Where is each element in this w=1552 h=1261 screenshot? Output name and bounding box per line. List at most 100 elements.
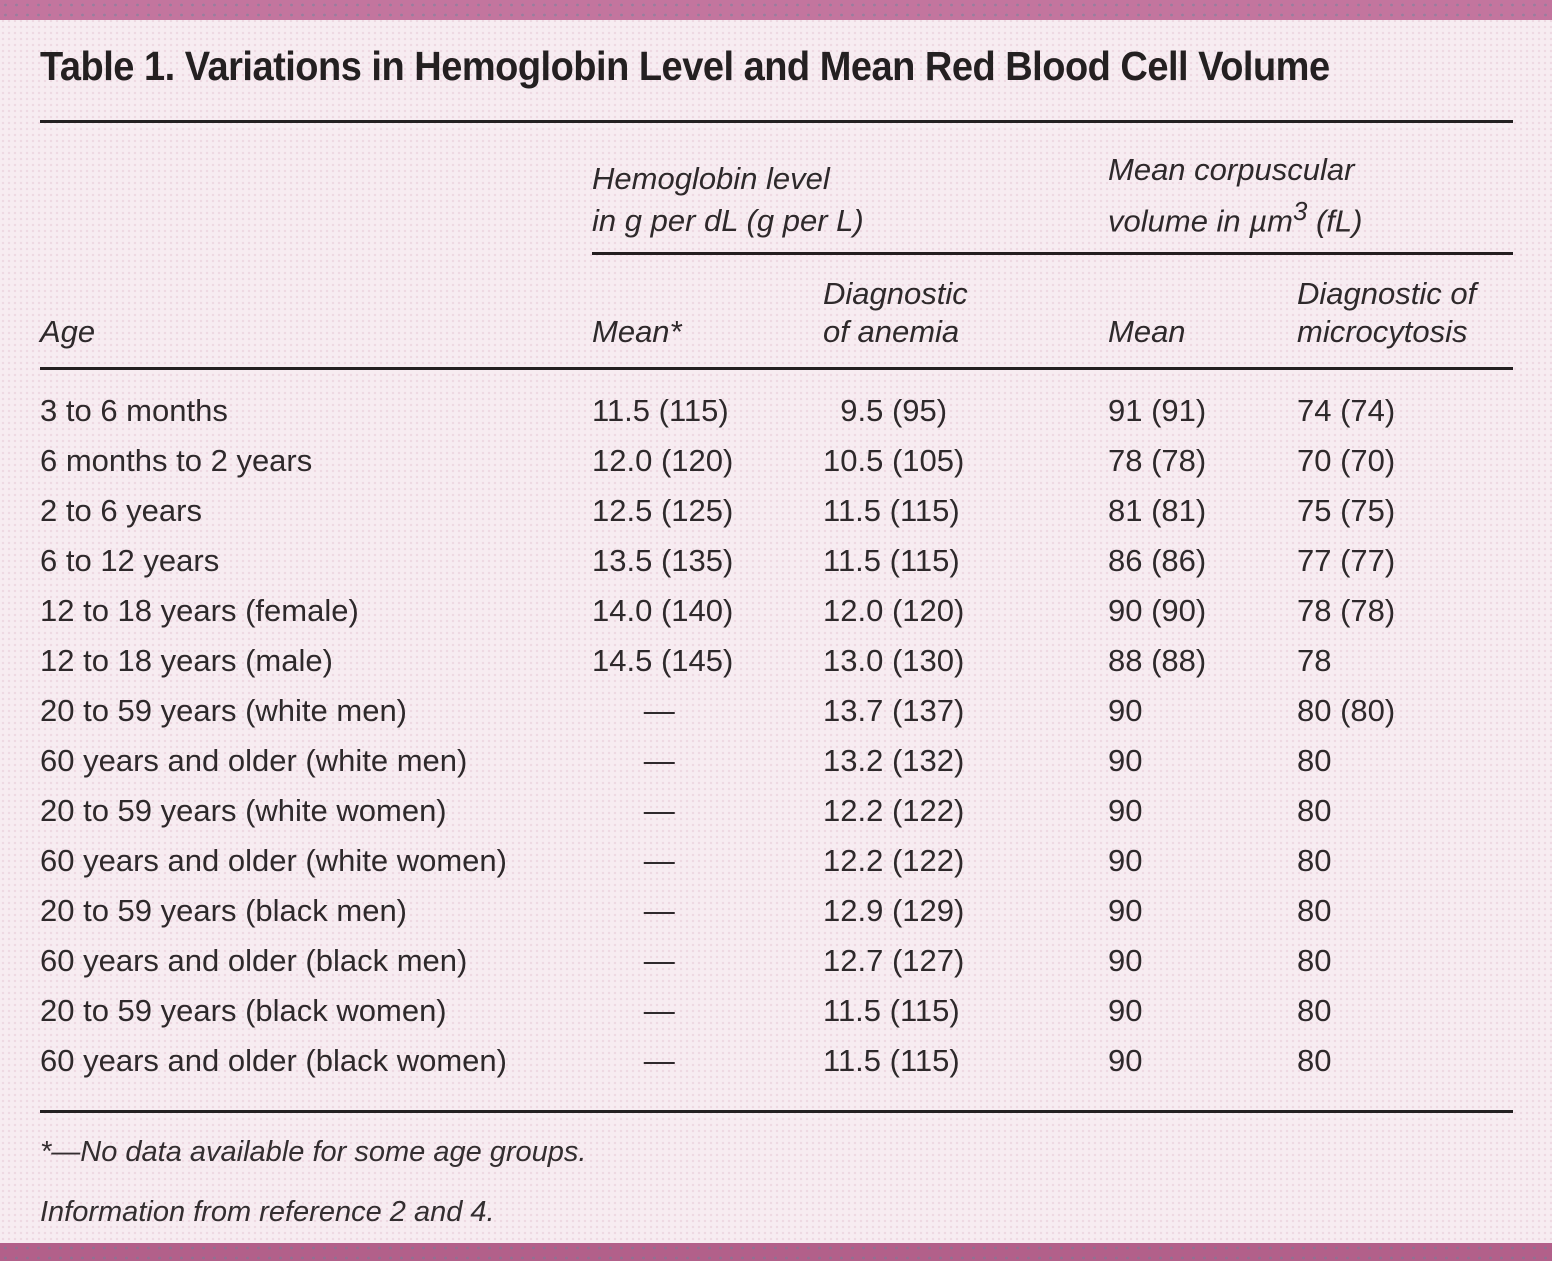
mcv-mean-cell: 81 (81) <box>1108 493 1207 529</box>
mcv-mean-cell: 90 <box>1108 1043 1143 1079</box>
superscript-3: 3 <box>1292 198 1308 226</box>
hb-mean-cell: 12.5 (125) <box>592 493 734 529</box>
mcv-mean-cell: 90 <box>1108 843 1143 879</box>
hb-mean-cell: 14.5 (145) <box>592 643 734 679</box>
column-header-hb-diagnostic-line2: of anemia <box>823 314 960 350</box>
mcv-mean-cell: 90 <box>1108 893 1143 929</box>
mcv-diagnostic-cell: 75 (75) <box>1297 493 1396 529</box>
age-cell: 60 years and older (white women) <box>40 843 507 879</box>
table-row: 60 years and older (white men) — 13.2 (1… <box>40 736 1513 786</box>
hb-mean-cell: — <box>592 843 675 879</box>
column-header-mcv-diagnostic-line1: Diagnostic of <box>1297 276 1477 312</box>
footnote-no-data: *—No data available for some age groups. <box>40 1136 587 1169</box>
table-row: 20 to 59 years (white women) — 12.2 (122… <box>40 786 1513 836</box>
hb-mean-cell: — <box>592 893 675 929</box>
hb-diagnostic-cell: 10.5 (105) <box>823 443 965 479</box>
column-header-hb-diagnostic-line1: Diagnostic <box>823 276 968 312</box>
mcv-diagnostic-cell: 80 <box>1297 843 1332 879</box>
group-header-mcv-line1: Mean corpuscular <box>1108 152 1355 187</box>
hb-mean-cell: — <box>592 993 675 1029</box>
age-cell: 60 years and older (black men) <box>40 943 468 979</box>
column-header-mcv-diagnostic: Diagnostic of microcytosis <box>1297 253 1514 371</box>
mcv-mean-cell: 90 <box>1108 793 1143 829</box>
table-row: 20 to 59 years (white men) — 13.7 (137) … <box>40 686 1513 736</box>
age-cell: 2 to 6 years <box>40 493 202 529</box>
hb-diagnostic-cell: 13.0 (130) <box>823 643 965 679</box>
mcv-diagnostic-cell: 80 (80) <box>1297 693 1396 729</box>
age-cell: 3 to 6 months <box>40 393 228 429</box>
table-row: 60 years and older (black men) — 12.7 (1… <box>40 936 1513 986</box>
table-row: 20 to 59 years (black women) — 11.5 (115… <box>40 986 1513 1036</box>
mcv-diagnostic-cell: 70 (70) <box>1297 443 1396 479</box>
mcv-mean-cell: 90 (90) <box>1108 593 1207 629</box>
table-row: 12 to 18 years (female) 14.0 (140) 12.0 … <box>40 586 1513 636</box>
age-cell: 6 months to 2 years <box>40 443 313 479</box>
mcv-diagnostic-cell: 74 (74) <box>1297 393 1396 429</box>
hb-diagnostic-cell: 11.5 (115) <box>823 493 960 529</box>
table-body: 3 to 6 months 11.5 (115) 9.5 (95) 91 (91… <box>40 369 1513 1112</box>
column-header-hb-diagnostic: Diagnostic of anemia <box>823 253 1108 371</box>
hb-mean-cell: 13.5 (135) <box>592 543 734 579</box>
mcv-diagnostic-cell: 80 <box>1297 993 1332 1029</box>
footnote-reference: Information from reference 2 and 4. <box>40 1196 495 1229</box>
mcv-diagnostic-cell: 80 <box>1297 793 1332 829</box>
group-header-mcv-line2-post: (fL) <box>1307 203 1363 239</box>
hb-diagnostic-cell: 12.2 (122) <box>823 843 965 879</box>
hb-diagnostic-cell: 12.2 (122) <box>823 793 965 829</box>
age-cell: 20 to 59 years (white men) <box>40 693 408 729</box>
table-row: 60 years and older (black women) — 11.5 … <box>40 1036 1513 1112</box>
table-row: 3 to 6 months 11.5 (115) 9.5 (95) 91 (91… <box>40 369 1513 437</box>
mcv-diagnostic-cell: 78 (78) <box>1297 593 1396 629</box>
column-header-hb-mean: Mean* <box>592 253 823 371</box>
hb-mean-cell: — <box>592 1043 675 1079</box>
mcv-diagnostic-cell: 80 <box>1297 743 1332 779</box>
mcv-diagnostic-cell: 80 <box>1297 893 1332 929</box>
table-content: Table 1. Variations in Hemoglobin Level … <box>40 0 1514 1229</box>
hb-diagnostic-cell: 11.5 (115) <box>823 1043 960 1079</box>
age-cell: 12 to 18 years (male) <box>40 643 333 679</box>
hb-mean-cell: — <box>592 793 675 829</box>
age-cell: 20 to 59 years (black women) <box>40 993 447 1029</box>
hb-diagnostic-cell: 13.2 (132) <box>823 743 965 779</box>
hb-mean-cell: — <box>592 743 675 779</box>
table-title: Table 1. Variations in Hemoglobin Level … <box>40 44 1330 90</box>
table-row: 20 to 59 years (black men) — 12.9 (129) … <box>40 886 1513 936</box>
mcv-mean-cell: 90 <box>1108 743 1143 779</box>
age-cell: 12 to 18 years (female) <box>40 593 359 629</box>
table-row: 6 to 12 years 13.5 (135) 11.5 (115) 86 (… <box>40 536 1513 586</box>
column-header-mcv-diagnostic-line2: microcytosis <box>1297 314 1468 350</box>
table-row: 12 to 18 years (male) 14.5 (145) 13.0 (1… <box>40 636 1513 686</box>
age-cell: 20 to 59 years (black men) <box>40 893 408 929</box>
group-header-spacer <box>40 122 592 254</box>
group-header-hemoglobin: Hemoglobin level in g per dL (g per L) <box>592 121 1108 256</box>
hb-diagnostic-cell: 12.7 (127) <box>823 943 965 979</box>
mcv-diagnostic-cell: 78 <box>1297 643 1332 679</box>
bottom-accent-bar <box>0 1243 1552 1261</box>
mcv-diagnostic-cell: 77 (77) <box>1297 543 1396 579</box>
table-row: 6 months to 2 years 12.0 (120) 10.5 (105… <box>40 436 1513 486</box>
mcv-mean-cell: 90 <box>1108 993 1143 1029</box>
mcv-diagnostic-cell: 80 <box>1297 1043 1332 1079</box>
column-header-mcv-mean: Mean <box>1108 253 1297 371</box>
age-cell: 60 years and older (black women) <box>40 1043 507 1079</box>
column-header-age: Age <box>40 253 592 371</box>
hb-diagnostic-cell: 9.5 (95) <box>823 393 948 429</box>
mcv-mean-cell: 86 (86) <box>1108 543 1207 579</box>
mcv-mean-cell: 90 <box>1108 943 1143 979</box>
group-header-row: Hemoglobin level in g per dL (g per L) M… <box>40 121 1514 256</box>
mcv-diagnostic-cell: 80 <box>1297 943 1332 979</box>
hemoglobin-table: Hemoglobin level in g per dL (g per L) M… <box>40 120 1514 1114</box>
hb-mean-cell: 12.0 (120) <box>592 443 734 479</box>
hb-mean-cell: 14.0 (140) <box>592 593 734 629</box>
hb-diagnostic-cell: 11.5 (115) <box>823 993 960 1029</box>
table-row: 2 to 6 years 12.5 (125) 11.5 (115) 81 (8… <box>40 486 1513 536</box>
hb-diagnostic-cell: 11.5 (115) <box>823 543 960 579</box>
hb-diagnostic-cell: 12.0 (120) <box>823 593 965 629</box>
group-header-hemoglobin-line1: Hemoglobin level <box>592 161 830 197</box>
age-cell: 60 years and older (white men) <box>40 743 468 779</box>
age-cell: 20 to 59 years (white women) <box>40 793 447 829</box>
top-accent-bar <box>0 0 1552 20</box>
mcv-mean-cell: 78 (78) <box>1108 443 1207 479</box>
hb-mean-cell: — <box>592 943 675 979</box>
